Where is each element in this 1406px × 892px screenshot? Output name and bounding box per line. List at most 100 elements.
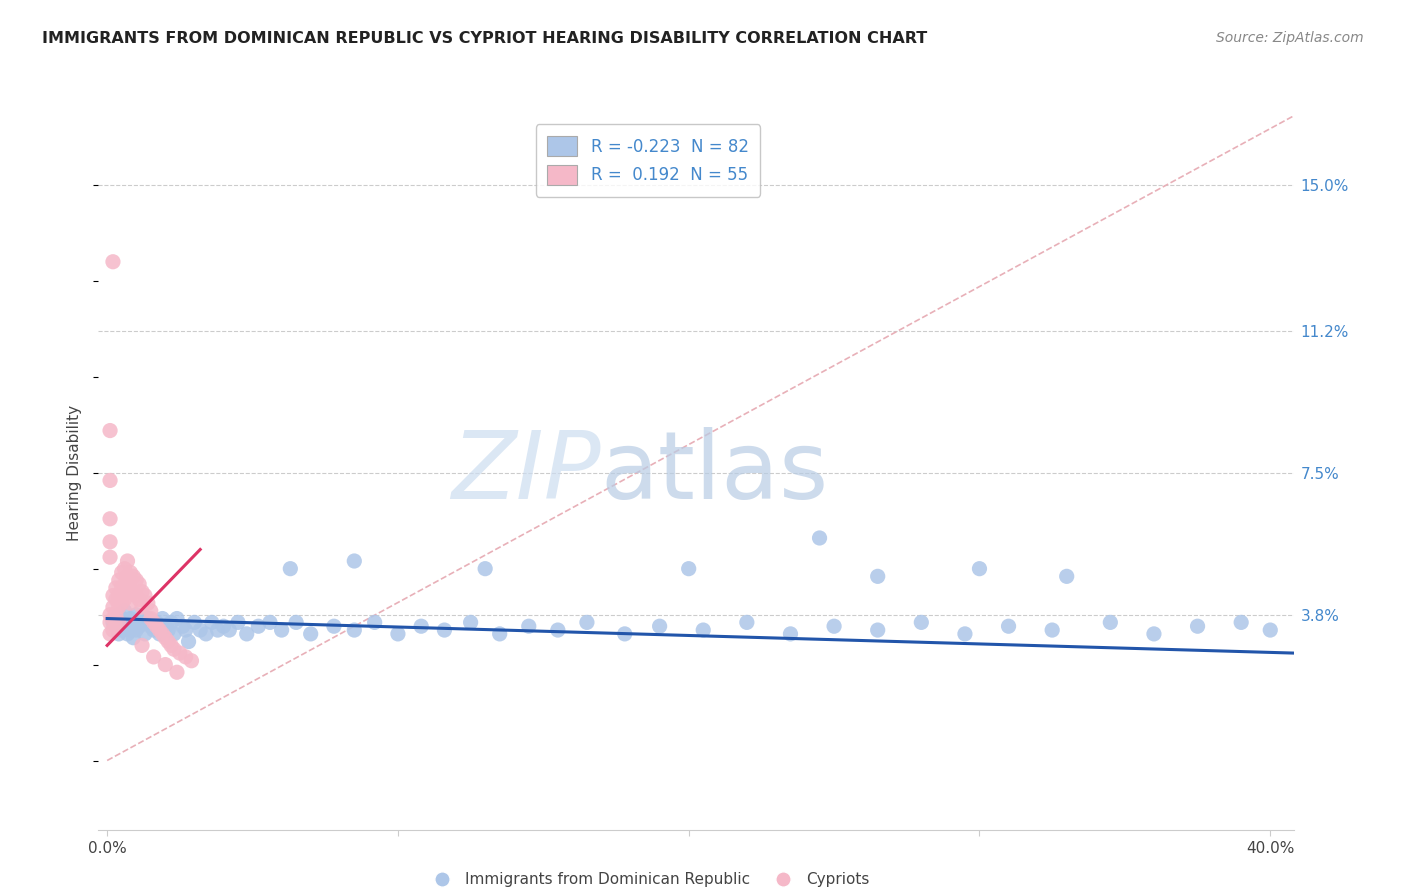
- Point: [174, 623, 197, 637]
- Point: [136, 596, 159, 610]
- Point: [107, 627, 129, 641]
- Point: [866, 569, 889, 583]
- Point: [101, 254, 124, 268]
- Point: [692, 623, 714, 637]
- Point: [120, 623, 142, 637]
- Point: [120, 611, 142, 625]
- Point: [166, 665, 188, 680]
- Point: [128, 577, 150, 591]
- Point: [613, 627, 636, 641]
- Point: [299, 627, 322, 641]
- Point: [155, 619, 177, 633]
- Point: [1056, 569, 1078, 583]
- Point: [122, 615, 145, 630]
- Point: [131, 615, 153, 630]
- Point: [177, 634, 200, 648]
- Point: [111, 566, 134, 580]
- Point: [117, 627, 139, 641]
- Point: [104, 619, 127, 633]
- Point: [1258, 623, 1281, 637]
- Point: [98, 550, 121, 565]
- Point: [117, 554, 139, 568]
- Point: [107, 573, 129, 587]
- Point: [98, 512, 121, 526]
- Point: [387, 627, 409, 641]
- Point: [111, 623, 134, 637]
- Point: [1187, 619, 1209, 633]
- Point: [169, 646, 191, 660]
- Point: [125, 589, 148, 603]
- Point: [98, 534, 121, 549]
- Point: [125, 573, 148, 587]
- Point: [98, 607, 121, 622]
- Point: [111, 581, 134, 595]
- Point: [122, 584, 145, 599]
- Point: [155, 657, 177, 672]
- Point: [111, 611, 134, 625]
- Point: [1040, 623, 1063, 637]
- Point: [142, 649, 165, 664]
- Point: [142, 623, 165, 637]
- Point: [678, 562, 700, 576]
- Text: IMMIGRANTS FROM DOMINICAN REPUBLIC VS CYPRIOT HEARING DISABILITY CORRELATION CHA: IMMIGRANTS FROM DOMINICAN REPUBLIC VS CY…: [42, 31, 928, 46]
- Point: [278, 562, 301, 576]
- Point: [1099, 615, 1122, 630]
- Point: [104, 607, 127, 622]
- Point: [235, 627, 257, 641]
- Point: [122, 631, 145, 645]
- Point: [101, 589, 124, 603]
- Point: [1230, 615, 1253, 630]
- Point: [172, 619, 194, 633]
- Legend: Immigrants from Dominican Republic, Cypriots: Immigrants from Dominican Republic, Cypr…: [420, 866, 876, 892]
- Point: [104, 581, 127, 595]
- Point: [114, 577, 136, 591]
- Point: [117, 584, 139, 599]
- Point: [808, 531, 831, 545]
- Point: [157, 623, 180, 637]
- Point: [145, 619, 167, 633]
- Text: ZIP: ZIP: [451, 427, 600, 518]
- Point: [98, 627, 121, 641]
- Point: [247, 619, 270, 633]
- Point: [101, 615, 124, 630]
- Point: [101, 623, 124, 637]
- Point: [180, 654, 202, 668]
- Point: [134, 627, 156, 641]
- Point: [136, 611, 159, 625]
- Point: [969, 562, 991, 576]
- Point: [517, 619, 540, 633]
- Point: [207, 623, 229, 637]
- Point: [910, 615, 932, 630]
- Text: Source: ZipAtlas.com: Source: ZipAtlas.com: [1216, 31, 1364, 45]
- Point: [575, 615, 598, 630]
- Point: [98, 424, 121, 438]
- Point: [735, 615, 758, 630]
- Point: [163, 642, 186, 657]
- Point: [160, 615, 183, 630]
- Point: [150, 627, 173, 641]
- Point: [107, 589, 129, 603]
- Point: [104, 619, 127, 633]
- Point: [125, 623, 148, 637]
- Point: [779, 627, 801, 641]
- Point: [488, 627, 510, 641]
- Point: [411, 619, 433, 633]
- Point: [460, 615, 482, 630]
- Point: [866, 623, 889, 637]
- Point: [139, 611, 162, 625]
- Point: [823, 619, 845, 633]
- Point: [218, 623, 240, 637]
- Point: [145, 615, 167, 630]
- Point: [997, 619, 1019, 633]
- Point: [131, 639, 153, 653]
- Point: [148, 623, 170, 637]
- Point: [120, 581, 142, 595]
- Point: [363, 615, 385, 630]
- Point: [101, 611, 124, 625]
- Point: [128, 619, 150, 633]
- Point: [107, 600, 129, 615]
- Point: [125, 607, 148, 622]
- Point: [142, 615, 165, 630]
- Point: [120, 596, 142, 610]
- Point: [155, 631, 177, 645]
